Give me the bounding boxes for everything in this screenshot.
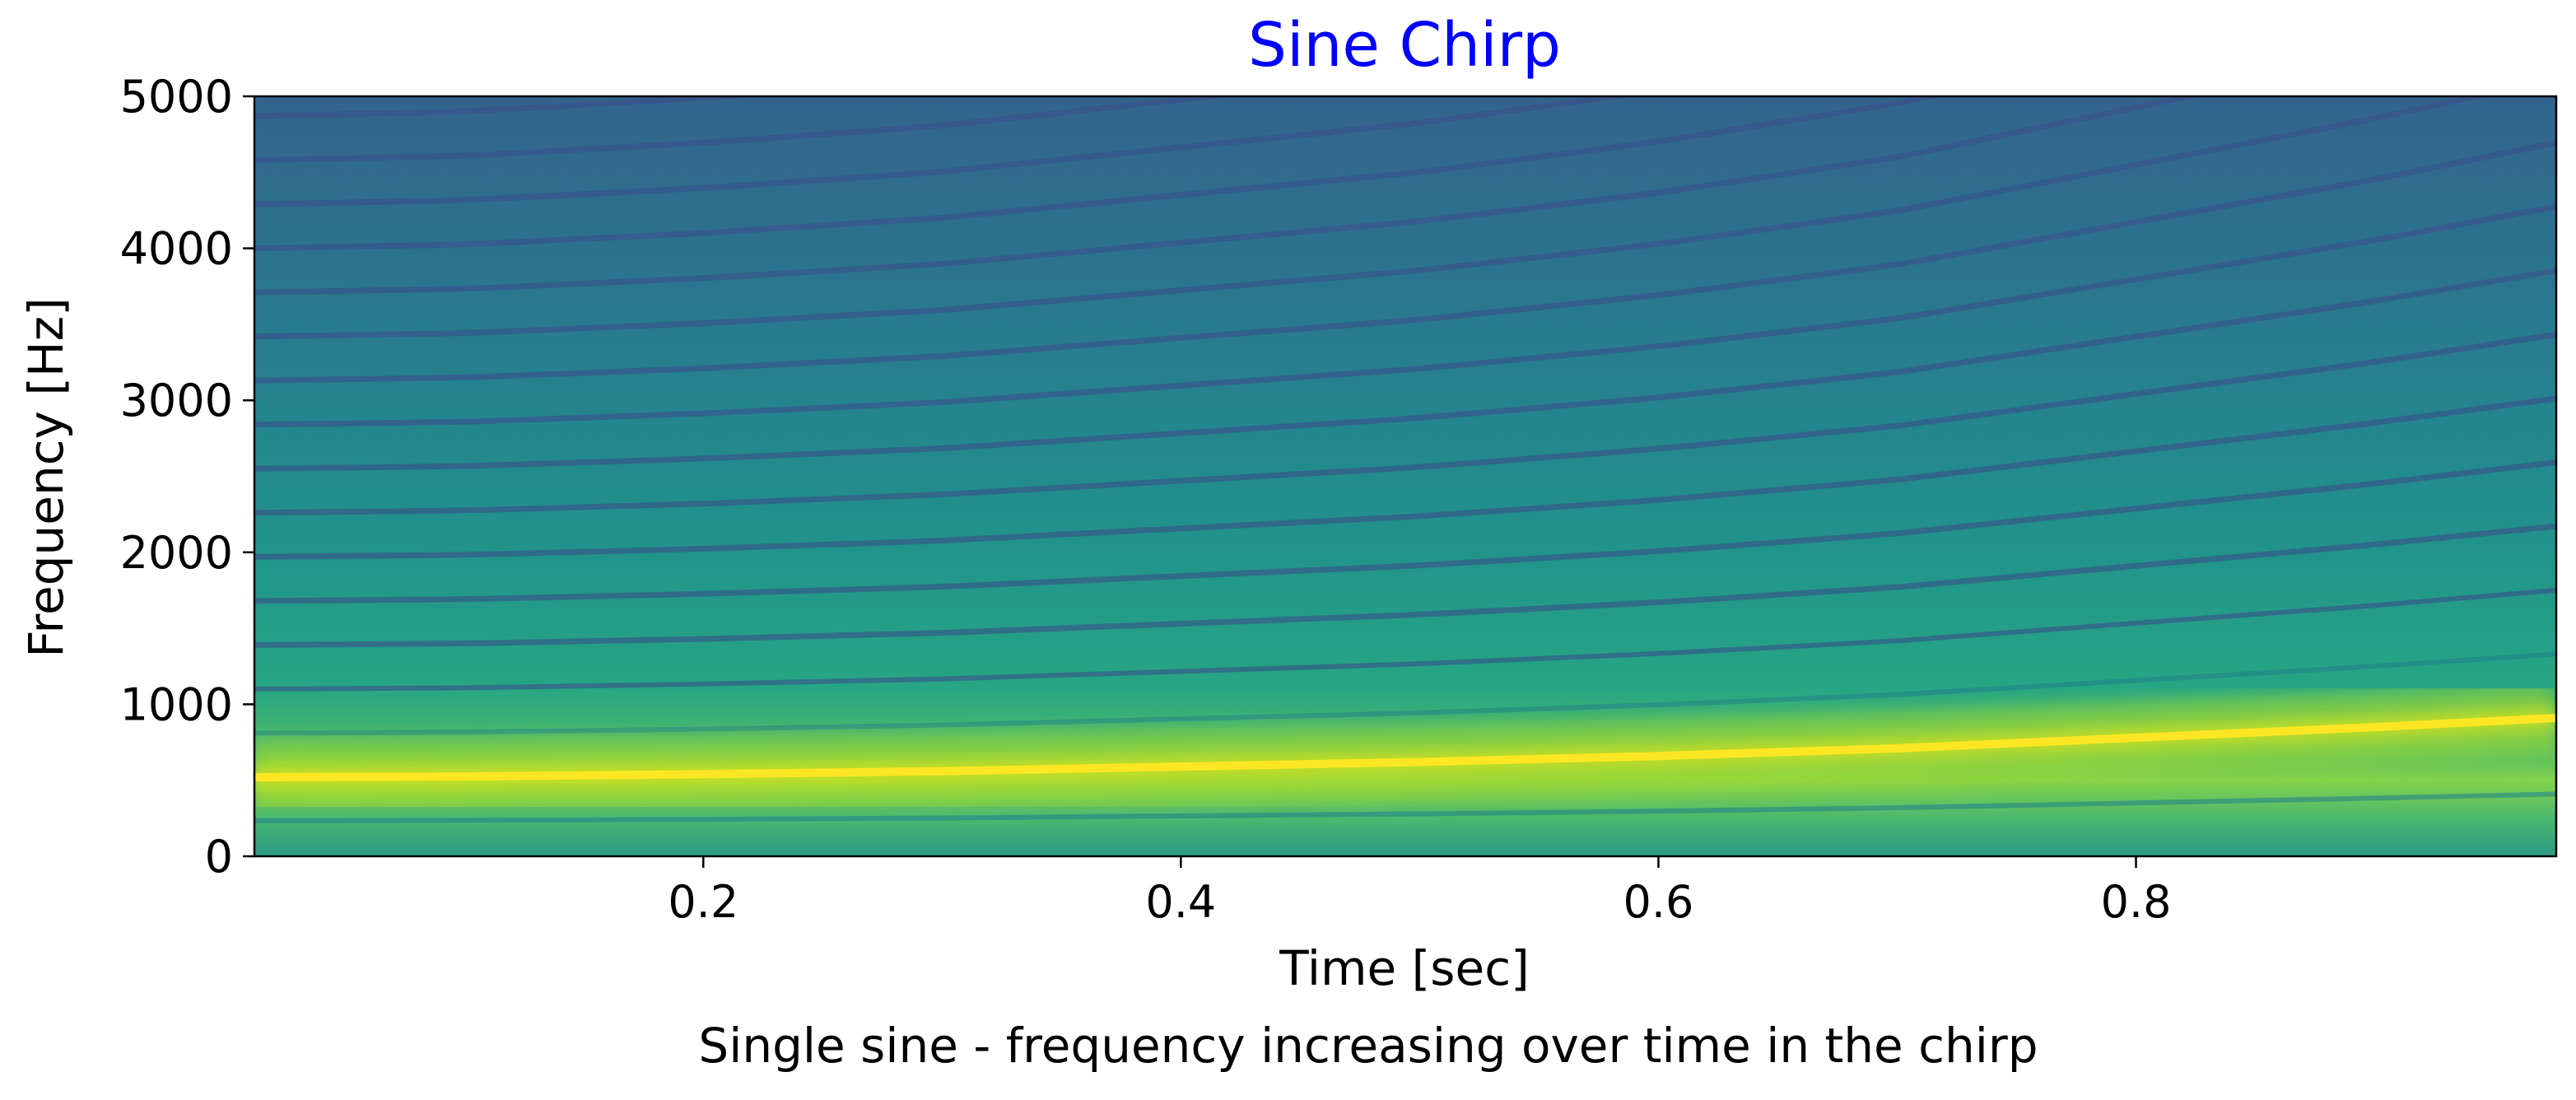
harmonic-band [254, 96, 1637, 207]
y-tick-label: 4000 [120, 223, 233, 275]
harmonic-band [254, 587, 2556, 692]
y-tick-label: 2000 [120, 527, 233, 579]
chart-caption: Single sine - frequency increasing over … [698, 1018, 2038, 1074]
x-tick-label: 0.8 [2101, 876, 2172, 928]
harmonic-band [254, 96, 2490, 340]
harmonic-bands [254, 96, 2556, 823]
harmonic-band [254, 395, 2556, 560]
harmonic-band [254, 96, 2204, 296]
y-tick-label: 1000 [120, 678, 233, 730]
y-tick-label: 0 [205, 831, 233, 883]
harmonic-band [254, 459, 2556, 604]
x-tick-label: 0.6 [1623, 876, 1693, 928]
y-tick-label: 3000 [120, 375, 233, 426]
plot-area [254, 96, 2556, 856]
x-axis: 0.2 0.4 0.6 0.8 [668, 856, 2171, 928]
y-axis-label: Frequency [Hz] [18, 297, 74, 657]
chart-title: Sine Chirp [1248, 10, 1561, 81]
harmonic-band [254, 331, 2556, 516]
chirp-series-line [254, 714, 2556, 781]
harmonic-band [254, 203, 2556, 428]
harmonic-band [254, 523, 2556, 648]
harmonic-band [254, 96, 1943, 252]
harmonic-band [254, 791, 2556, 823]
x-tick-label: 0.4 [1145, 876, 1216, 928]
harmonic-band [254, 96, 1239, 163]
harmonic-band [254, 96, 760, 119]
y-axis: 0 1000 2000 3000 4000 5000 [120, 71, 254, 883]
plot-frame [253, 95, 2558, 858]
x-axis-label: Time [sec] [1279, 940, 1529, 996]
harmonic-band [254, 139, 2556, 384]
y-tick-label: 5000 [120, 71, 233, 123]
series-layer [254, 681, 2556, 814]
x-tick-label: 0.2 [668, 876, 738, 928]
harmonic-band [254, 651, 2556, 736]
harmonic-band [254, 268, 2556, 472]
